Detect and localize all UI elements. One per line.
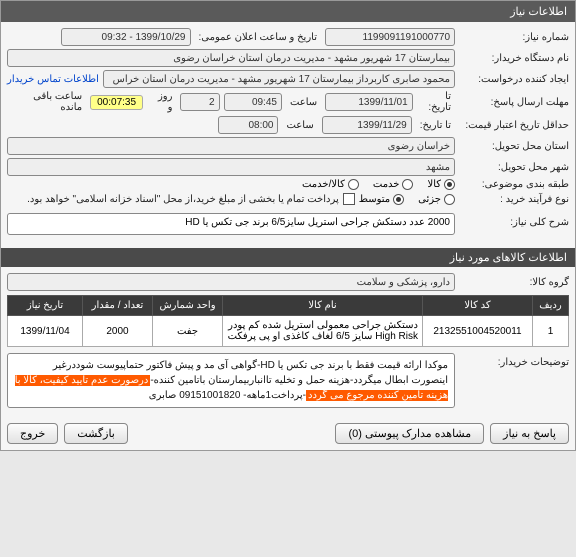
radio-mid[interactable]: متوسط — [359, 194, 404, 205]
respond-button[interactable]: پاسخ به نیاز — [490, 423, 569, 444]
label-city: شهر محل تحویل: — [459, 162, 569, 173]
row-city: شهر محل تحویل: مشهد — [7, 158, 569, 176]
label-pub-date: تاریخ و ساعت اعلان عمومی: — [195, 32, 322, 43]
radio-mid-label: متوسط — [359, 194, 390, 205]
cell-date: 1399/11/04 — [8, 316, 83, 347]
radio-dot-icon — [402, 179, 413, 190]
table-row[interactable]: 1 2132551004520011 دستکش جراحی معمولی اس… — [8, 316, 569, 347]
notes-post: -پرداخت1ماهه- 09151001820 صابری — [149, 390, 306, 401]
goods-area: گروه کالا: دارو، پزشکی و سلامت ردیف کد ک… — [1, 267, 575, 417]
attachments-button[interactable]: مشاهده مدارک پیوستی (0) — [335, 423, 484, 444]
row-buy-process: نوع فرآیند خرید : جزئی متوسط پرداخت تمام… — [7, 193, 569, 205]
row-min-valid: حداقل تاریخ اعتبار قیمت: تا تاریخ: 1399/… — [7, 116, 569, 134]
field-days: 2 — [180, 93, 219, 111]
label-to-date2: تا تاریخ: — [416, 120, 455, 131]
row-niaz-no: شماره نیاز: 1199091191000770 تاریخ و ساع… — [7, 28, 569, 46]
radio-goods-label: کالا — [427, 179, 441, 190]
radio-group-process: جزئی متوسط — [359, 194, 455, 205]
label-creator: ایجاد کننده درخواست: — [459, 74, 569, 85]
row-buyer-org: نام دستگاه خریدار: بیمارستان 17 شهریور م… — [7, 49, 569, 67]
field-buyer-org: بیمارستان 17 شهریور مشهد - مدیریت درمان … — [7, 49, 455, 67]
label-days: روز و — [147, 91, 176, 113]
label-buyer-org: نام دستگاه خریدار: — [459, 53, 569, 64]
cell-name: دستکش جراحی معمولی استریل شده کم پودر Hi… — [223, 316, 423, 347]
th-unit: واحد شمارش — [153, 296, 223, 316]
label-buy-process: نوع فرآیند خرید : — [459, 194, 569, 205]
field-province: خراسان رضوی — [7, 137, 455, 155]
radio-group-type: کالا خدمت کالا/خدمت — [302, 179, 455, 190]
goods-table: ردیف کد کالا نام کالا واحد شمارش تعداد /… — [7, 295, 569, 347]
row-budget-cat: طبقه بندی موضوعی: کالا خدمت کالا/خدمت — [7, 179, 569, 190]
field-pub-date: 1399/10/29 - 09:32 — [61, 28, 191, 46]
label-subject: شرح کلی نیاز: — [459, 213, 569, 228]
label-niaz-no: شماره نیاز: — [459, 32, 569, 43]
radio-both[interactable]: کالا/خدمت — [302, 179, 359, 190]
cell-code: 2132551004520011 — [423, 316, 533, 347]
th-date: تاریخ نیاز — [8, 296, 83, 316]
need-info-panel: اطلاعات نیاز شماره نیاز: 119909119100077… — [0, 0, 576, 451]
radio-service-label: خدمت — [373, 179, 400, 190]
exit-button[interactable]: خروج — [7, 423, 58, 444]
radio-goods[interactable]: کالا — [427, 179, 455, 190]
label-notes: توضیحات خریدار: — [459, 353, 569, 368]
field-notes: موکدا ارائه قیمت فقط با برند جی تکس یا H… — [7, 353, 455, 408]
checkbox-treasury[interactable] — [343, 193, 355, 205]
row-notes: توضیحات خریدار: موکدا ارائه قیمت فقط با … — [7, 353, 569, 408]
countdown-timer: 00:07:35 — [90, 95, 143, 110]
row-creator: ایجاد کننده درخواست: محمود صابری کاربردا… — [7, 70, 569, 88]
radio-low-label: جزئی — [418, 194, 441, 205]
table-header-row: ردیف کد کالا نام کالا واحد شمارش تعداد /… — [8, 296, 569, 316]
note-treasury: پرداخت تمام یا بخشی از مبلغ خرید،از محل … — [27, 194, 339, 205]
cell-unit: جفت — [153, 316, 223, 347]
field-resp-time: 09:45 — [224, 93, 282, 111]
radio-service[interactable]: خدمت — [373, 179, 414, 190]
form-area: شماره نیاز: 1199091191000770 تاریخ و ساع… — [1, 22, 575, 244]
radio-dot-icon — [444, 194, 455, 205]
section-goods-info: اطلاعات کالاهای مورد نیاز — [1, 248, 575, 267]
field-subject: 2000 عدد دستکش جراحی استریل سایز6/5 برند… — [7, 213, 455, 235]
row-group: گروه کالا: دارو، پزشکی و سلامت — [7, 273, 569, 291]
th-qty: تعداد / مقدار — [83, 296, 153, 316]
row-resp-deadline: مهلت ارسال پاسخ: تا تاریخ: 1399/11/01 سا… — [7, 91, 569, 113]
spacer — [134, 423, 330, 444]
label-resp-deadline: مهلت ارسال پاسخ: — [459, 97, 569, 108]
row-province: استان محل تحویل: خراسان رضوی — [7, 137, 569, 155]
back-button[interactable]: بازگشت — [64, 423, 128, 444]
field-resp-date: 1399/11/01 — [325, 93, 413, 111]
row-subject: شرح کلی نیاز: 2000 عدد دستکش جراحی استری… — [7, 213, 569, 235]
label-budget-cat: طبقه بندی موضوعی: — [459, 179, 569, 190]
label-remaining: ساعت باقی مانده — [7, 91, 86, 113]
th-row: ردیف — [533, 296, 569, 316]
label-province: استان محل تحویل: — [459, 141, 569, 152]
panel-title: اطلاعات نیاز — [1, 1, 575, 22]
field-city: مشهد — [7, 158, 455, 176]
field-group: دارو، پزشکی و سلامت — [7, 273, 455, 291]
radio-dot-icon — [444, 179, 455, 190]
th-name: نام کالا — [223, 296, 423, 316]
label-to-date1: تا تاریخ: — [417, 91, 455, 113]
radio-dot-icon — [393, 194, 404, 205]
cell-idx: 1 — [533, 316, 569, 347]
footer-buttons: پاسخ به نیاز مشاهده مدارک پیوستی (0) باز… — [1, 417, 575, 450]
cell-qty: 2000 — [83, 316, 153, 347]
th-code: کد کالا — [423, 296, 533, 316]
link-contact[interactable]: اطلاعات تماس خریدار — [7, 74, 99, 85]
label-group: گروه کالا: — [459, 277, 569, 288]
radio-both-label: کالا/خدمت — [302, 179, 345, 190]
field-valid-date: 1399/11/29 — [322, 116, 412, 134]
label-min-valid: حداقل تاریخ اعتبار قیمت: — [459, 120, 569, 131]
field-creator: محمود صابری کاربرداز بیمارستان 17 شهریور… — [103, 70, 455, 88]
field-niaz-no: 1199091191000770 — [325, 28, 455, 46]
label-time1: ساعت — [286, 97, 321, 108]
field-valid-time: 08:00 — [218, 116, 278, 134]
radio-dot-icon — [348, 179, 359, 190]
radio-low[interactable]: جزئی — [418, 194, 455, 205]
label-time2: ساعت — [282, 120, 317, 131]
